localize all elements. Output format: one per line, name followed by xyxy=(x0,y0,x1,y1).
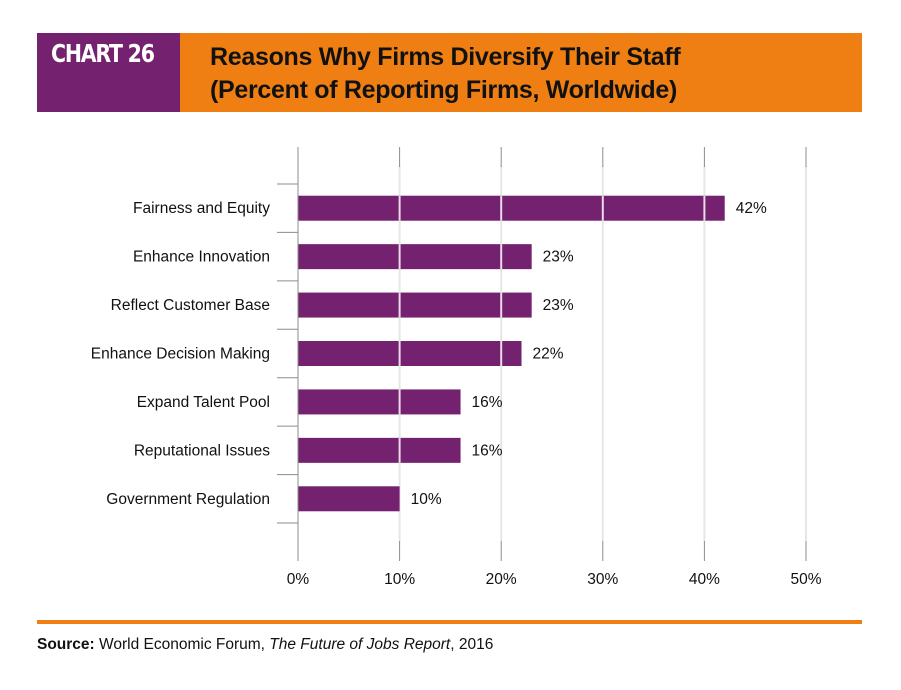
bar xyxy=(298,389,461,415)
value-label: 23% xyxy=(543,249,574,266)
axes xyxy=(277,147,807,561)
value-label: 23% xyxy=(543,297,574,314)
chart-header: CHART 26 Reasons Why Firms Diversify The… xyxy=(37,33,862,112)
source-note: Source: World Economic Forum, The Future… xyxy=(37,636,493,654)
labels: Fairness and Equity Enhance Innovation Ref… xyxy=(91,200,822,588)
x-tick-label: 0% xyxy=(287,571,310,588)
x-tick-label: 40% xyxy=(689,571,720,588)
bars xyxy=(298,195,725,512)
footer-rule xyxy=(37,620,862,624)
bar xyxy=(298,437,461,463)
x-tick-label: 20% xyxy=(486,571,517,588)
value-label: 42% xyxy=(736,200,767,217)
x-tick-label: 10% xyxy=(384,571,415,588)
category-label: Reflect Customer Base xyxy=(111,297,270,314)
source-publication: The Future of Jobs Report xyxy=(269,636,451,653)
chart-number: CHART 26 xyxy=(51,39,155,68)
value-label: 16% xyxy=(472,394,503,411)
chart-number-tag: CHART 26 xyxy=(37,33,180,112)
bar xyxy=(298,486,400,512)
category-label: Government Regulation xyxy=(106,491,270,508)
category-label: Fairness and Equity xyxy=(133,200,270,217)
bar xyxy=(298,341,522,366)
value-label: 16% xyxy=(472,442,503,459)
value-label: 22% xyxy=(533,346,564,363)
bar-chart: Fairness and Equity Enhance Innovation Ref… xyxy=(91,147,822,588)
source-org: World Economic Forum, xyxy=(94,636,270,653)
chart-title-line2: (Percent of Reporting Firms, Worldwide) xyxy=(210,76,678,104)
bar xyxy=(298,244,532,270)
chart-title-box: Reasons Why Firms Diversify Their Staff … xyxy=(180,33,862,112)
category-label: Enhance Decision Making xyxy=(91,346,270,363)
bar xyxy=(298,292,532,318)
value-label: 10% xyxy=(411,491,442,508)
x-tick-label: 50% xyxy=(790,571,821,588)
category-label: Enhance Innovation xyxy=(133,249,270,266)
source-year: , 2016 xyxy=(450,636,494,653)
x-tick-label: 30% xyxy=(587,571,618,588)
bar xyxy=(298,195,725,221)
category-label: Reputational Issues xyxy=(134,442,270,459)
chart-title-line1: Reasons Why Firms Diversify Their Staff xyxy=(210,43,681,71)
source-label: Source: xyxy=(37,636,95,653)
category-label: Expand Talent Pool xyxy=(137,394,270,411)
